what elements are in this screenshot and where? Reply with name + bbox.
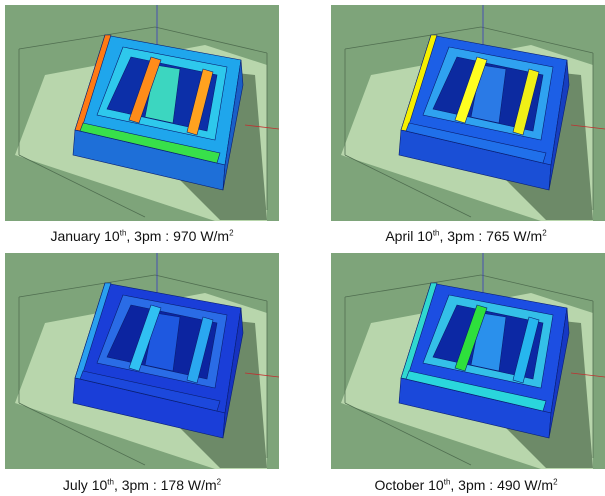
- render-panel-april: [331, 5, 605, 221]
- caption-october: October 10th, 3pm : 490 W/m2: [316, 477, 605, 493]
- caption-april: April 10th, 3pm : 765 W/m2: [316, 228, 605, 244]
- left-fin: [128, 304, 162, 372]
- caption-unit-exponent: 2: [542, 228, 547, 238]
- right-fin: [186, 68, 214, 136]
- x-axis: [244, 124, 279, 130]
- bounding-box-edge: [18, 154, 146, 218]
- bottom-rim-strip: [405, 370, 547, 412]
- solar-render-april: [331, 5, 605, 221]
- caption-ordinal-suffix: th: [107, 477, 114, 487]
- caption-unit-exponent: 2: [553, 477, 558, 487]
- bottom-rim-strip: [79, 370, 221, 412]
- render-panel-july: [5, 253, 279, 469]
- right-fin: [512, 68, 540, 136]
- right-fin: [186, 316, 214, 384]
- side-facade: [222, 307, 244, 439]
- caption-time-irradiance: , 3pm : 178 W/m: [113, 477, 217, 493]
- bounding-box-edge: [344, 274, 482, 298]
- side-facade: [222, 59, 244, 191]
- left-fin: [454, 304, 488, 372]
- caption-time-irradiance: , 3pm : 970 W/m: [126, 228, 230, 244]
- render-panel-january: [5, 5, 279, 221]
- right-fin: [512, 316, 540, 384]
- x-axis: [570, 372, 605, 378]
- render-panel-october: [331, 253, 605, 469]
- bottom-rim-strip: [405, 122, 547, 164]
- side-facade: [548, 59, 570, 191]
- caption-month: July 10: [62, 477, 108, 493]
- caption-january: January 10th, 3pm : 970 W/m2: [0, 228, 292, 244]
- bottom-rim-strip: [79, 122, 221, 164]
- solar-render-october: [331, 253, 605, 469]
- caption-unit-exponent: 2: [229, 228, 234, 238]
- caption-time-irradiance: , 3pm : 490 W/m: [450, 477, 554, 493]
- solar-render-january: [5, 5, 279, 221]
- caption-time-irradiance: , 3pm : 765 W/m: [439, 228, 543, 244]
- bounding-box-edge: [344, 402, 472, 466]
- side-facade: [548, 307, 570, 439]
- bounding-box-edge: [154, 274, 268, 302]
- bounding-box-edge: [18, 26, 156, 50]
- x-axis: [570, 124, 605, 130]
- caption-month: October 10: [374, 477, 444, 493]
- x-axis: [244, 372, 279, 378]
- left-fin: [128, 56, 162, 124]
- bounding-box-edge: [480, 274, 594, 302]
- bounding-box-edge: [154, 26, 268, 54]
- caption-month: January 10: [50, 228, 120, 244]
- caption-ordinal-suffix: th: [432, 228, 440, 238]
- solar-render-july: [5, 253, 279, 469]
- caption-month: April 10: [385, 228, 433, 244]
- bounding-box-edge: [18, 402, 146, 466]
- caption-unit-exponent: 2: [216, 477, 222, 487]
- left-fin: [454, 56, 488, 124]
- caption-ordinal-suffix: th: [443, 477, 451, 487]
- caption-july: July 10th, 3pm : 178 W/m2: [0, 477, 292, 493]
- caption-ordinal-suffix: th: [119, 228, 127, 238]
- bounding-box-edge: [344, 154, 472, 218]
- bounding-box-edge: [344, 26, 482, 50]
- bounding-box-edge: [480, 26, 594, 54]
- bounding-box-edge: [18, 274, 156, 298]
